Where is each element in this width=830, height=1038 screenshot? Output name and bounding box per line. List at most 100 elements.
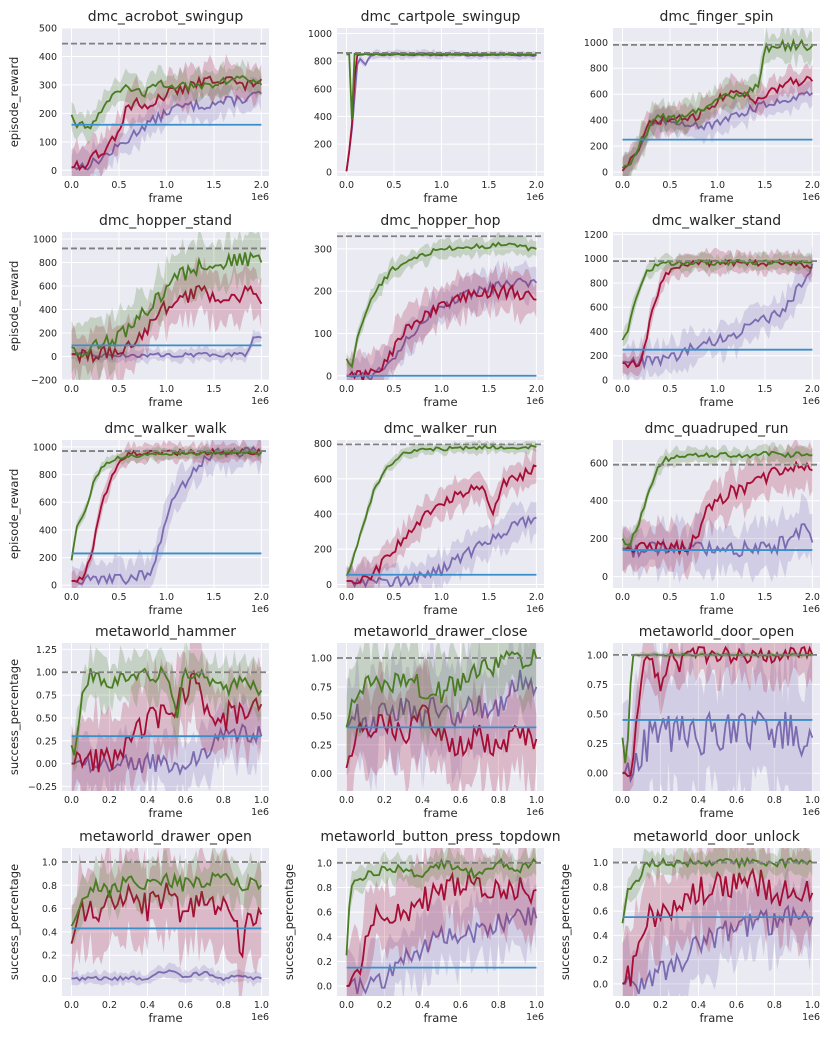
x-tick-label: 0.2 [102,1000,117,1011]
plot-marks [337,48,544,175]
x-tick-label: 0.0 [615,384,630,395]
x-tick-label: 1.5 [757,384,772,395]
series-line-green [621,856,813,924]
chart-panel-dmc_quadruped_run: 0.0 0.5 1.0 1.5 2.0 0 200 400 600 dmc_quadruped_r… [590,421,820,617]
x-tick-label: 0.4 [415,795,430,806]
chart-title: metaworld_drawer_close [354,624,528,640]
x-tick-label: 0.0 [615,1000,630,1011]
x-axis-multiplier: 1e6 [802,604,820,615]
y-tick-label: 0.00 [587,769,608,780]
x-tick-label: 2.0 [254,384,269,395]
series-line-red [346,282,537,380]
x-axis-multiplier: 1e6 [526,604,544,615]
series-line-purple [71,90,262,171]
x-tick-label: 1.5 [481,384,496,395]
x-tick-label: 0.2 [653,795,668,806]
series-band-purple [71,440,262,588]
y-tick-label: 200 [39,109,57,120]
x-tick-label: 0.0 [64,1000,79,1011]
x-tick-label: 2.0 [254,180,269,191]
x-axis-multiplier: 1e6 [802,1012,820,1023]
plot-area [337,28,544,176]
x-axis-multiplier: 1e6 [802,396,820,407]
x-tick-label: 1.0 [529,1000,544,1011]
plot-marks [337,643,544,791]
y-tick-label: 0 [602,572,608,583]
x-tick-label: 1.0 [434,592,449,603]
plot-marks [62,42,269,176]
x-tick-label: 0.5 [662,384,677,395]
y-tick-label: 800 [590,64,608,75]
x-tick-label: 0.0 [339,180,354,191]
x-tick-label: 0.2 [377,795,392,806]
y-tick-label: 0.0 [42,974,57,985]
series-band-red [346,848,537,996]
series-line-green [70,871,263,927]
y-tick-label: 0.50 [587,710,608,721]
y-axis-label: success_percentage [282,864,296,980]
plot-marks [337,848,544,996]
series-band-green [71,643,262,772]
x-tick-label: 0.0 [339,795,354,806]
y-tick-label: 0.75 [311,682,332,693]
y-axis-label: success_percentage [7,659,21,775]
x-tick-label: 0.4 [140,1000,155,1011]
y-tick-label: 0 [602,376,608,387]
y-tick-label: 600 [39,498,57,509]
chart-panel-metaworld_door_open: 0.0 0.2 0.4 0.6 0.8 1.0 0.00 0.25 0.50 0.75 1.00 me… [587,624,820,820]
y-tick-label: 0.4 [593,931,608,942]
x-axis-multiplier: 1e6 [802,807,820,818]
x-tick-label: 0.8 [491,795,506,806]
series-line-red [71,669,263,773]
series-band-green [622,28,813,176]
y-axis-label: episode_reward [7,469,21,560]
x-axis-label: frame [148,603,182,617]
x-tick-label: 0.6 [453,1000,468,1011]
series-band-red [622,247,813,376]
chart-title: dmc_cartpole_swingup [361,9,521,25]
chart-title: metaworld_door_unlock [633,829,801,845]
x-axis-multiplier: 1e6 [251,807,269,818]
chart-panel-dmc_walker_stand: 0.0 0.5 1.0 1.5 2.0 0 200 400 600 800 1000 1200 dmc_… [584,213,820,409]
chart-panel-metaworld_door_unlock: 0.0 0.2 0.4 0.6 0.8 1.0 0.0 0.2 0.4 0.6 0.8 1.0 meta… [558,829,820,1025]
chart-panel-dmc_cartpole_swingup: 0.0 0.5 1.0 1.5 2.0 0 200 400 600 800 1000 dmc_cart… [308,9,544,205]
series-line-red [622,645,814,778]
chart-panel-dmc_hopper_stand: 0.0 0.5 1.0 1.5 2.0 −200 0 200 400 600 800 1000 dmc_… [7,213,269,409]
y-tick-label: 0.75 [36,691,57,702]
x-tick-label: 1.0 [529,795,544,806]
series-band-green [622,442,813,552]
series-line-green [346,52,537,120]
y-tick-label: 800 [590,278,608,289]
series-line-red [622,867,814,987]
x-tick-label: 1.5 [481,592,496,603]
y-tick-label: 400 [590,496,608,507]
y-tick-label: 0.6 [42,904,57,915]
plot-area [62,440,269,588]
plot-marks [613,848,820,996]
x-tick-label: 0.6 [178,795,193,806]
x-tick-label: 0.5 [386,384,401,395]
chart-title: dmc_quadruped_run [645,421,789,437]
series-line-green [345,241,537,369]
series-line-red [621,75,814,172]
series-line-purple [346,277,538,380]
series-line-green [70,450,262,561]
x-axis-multiplier: 1e6 [251,192,269,203]
y-tick-label: 0.50 [311,711,332,722]
series-band-red [622,62,813,176]
x-axis-label: frame [148,806,182,820]
y-tick-label: 0.4 [42,927,57,938]
series-line-red [346,871,537,987]
x-tick-label: 1.0 [254,1000,269,1011]
series-line-purple [346,514,537,588]
x-tick-label: 0.0 [64,180,79,191]
y-tick-label: 0.2 [317,957,332,968]
x-tick-label: 0.6 [453,795,468,806]
x-tick-label: 1.0 [434,180,449,191]
y-tick-label: 0 [51,166,57,177]
y-tick-label: 300 [314,244,332,255]
y-tick-label: 500 [39,24,57,35]
y-tick-label: 600 [314,84,332,95]
series-band-green [71,848,262,944]
